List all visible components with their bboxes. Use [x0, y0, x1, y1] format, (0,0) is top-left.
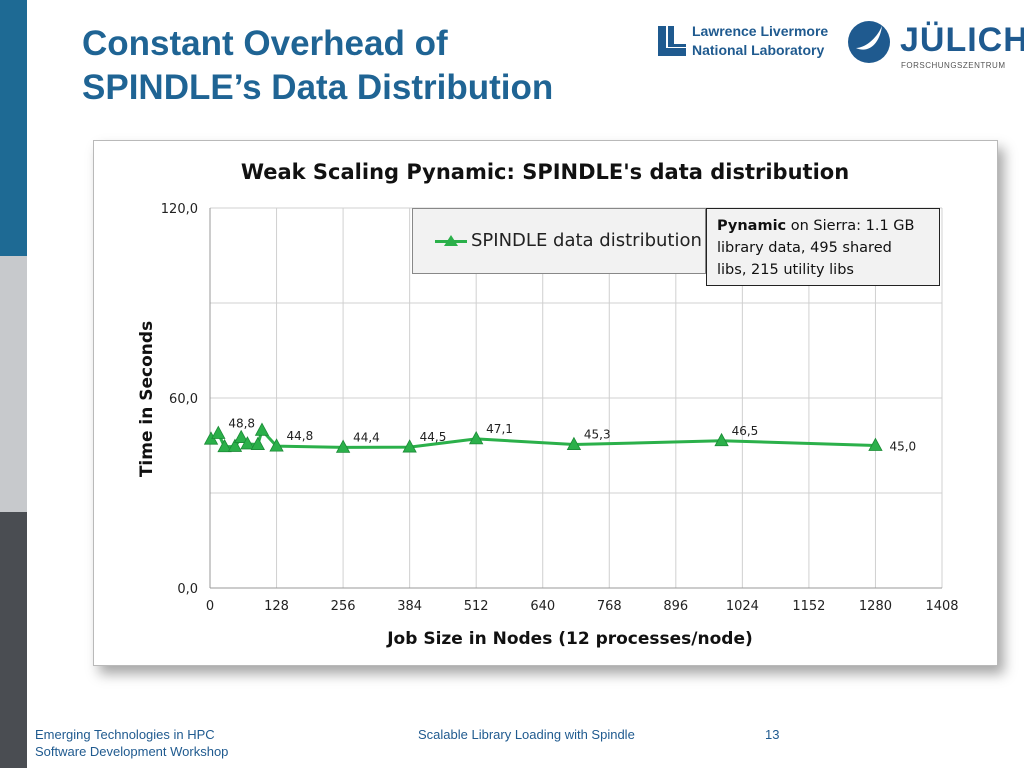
data-point-marker [402, 439, 417, 453]
data-label: 46,5 [732, 424, 759, 438]
x-tick-label: 128 [264, 599, 289, 614]
llnl-logo-icon [658, 26, 686, 56]
footer-left-line2: Software Development Workshop [35, 744, 229, 759]
llnl-logo: Lawrence Livermore National Laboratory [656, 22, 836, 62]
slide-title-line1: Constant Overhead of [82, 24, 448, 63]
chart-legend: SPINDLE data distribution [412, 208, 706, 274]
legend-series-label: SPINDLE data distribution [471, 230, 702, 251]
chart-title: Weak Scaling Pynamic: SPINDLE's data dis… [241, 160, 849, 184]
x-tick-label: 640 [530, 599, 555, 614]
data-point-marker [566, 436, 582, 450]
x-tick-label: 256 [331, 599, 356, 614]
footer-page-number: 13 [765, 727, 780, 742]
y-tick-label: 60,0 [169, 392, 198, 407]
data-point-marker [227, 438, 243, 452]
llnl-logo-line1: Lawrence Livermore [692, 23, 829, 39]
data-label: 45,3 [584, 428, 611, 442]
annotation-line1: on Sierra: 1.1 GB [786, 218, 915, 234]
x-tick-label: 1280 [859, 599, 892, 614]
x-tick-label: 1024 [726, 599, 759, 614]
data-point-marker [217, 438, 232, 453]
legend-triangle-icon [444, 235, 458, 246]
data-point-marker [868, 437, 883, 451]
slide-title-line2: SPINDLE’s Data Distribution [82, 68, 554, 107]
data-label: 44,4 [353, 430, 380, 444]
footer-talk-title: Scalable Library Loading with Spindle [418, 727, 635, 742]
data-label: 44,8 [287, 429, 314, 443]
data-point-marker [211, 425, 226, 439]
data-point-marker [335, 439, 351, 453]
data-point-marker [234, 429, 249, 443]
slide-title: Constant Overhead of SPINDLE’s Data Dist… [82, 22, 553, 110]
data-label: 44,5 [420, 430, 447, 444]
data-label: 47,1 [486, 422, 513, 436]
x-axis-label: Job Size in Nodes (12 processes/node) [386, 629, 753, 649]
data-point-marker [714, 432, 729, 447]
x-tick-label: 1408 [925, 599, 958, 614]
data-label: 45,0 [889, 440, 916, 454]
data-point-marker [469, 431, 484, 445]
x-tick-label: 0 [206, 599, 214, 614]
x-tick-label: 512 [464, 599, 489, 614]
chart-panel: Weak Scaling Pynamic: SPINDLE's data dis… [93, 140, 998, 666]
llnl-logo-line2: National Laboratory [692, 42, 825, 58]
left-accent-strip-bottom [0, 512, 27, 768]
left-accent-strip-middle [0, 256, 27, 512]
julich-logo-name: JÜLICH [900, 21, 1024, 59]
y-tick-label: 0,0 [177, 582, 198, 597]
x-tick-label: 1152 [792, 599, 825, 614]
annotation-line3: libs, 215 utility libs [717, 262, 854, 278]
data-label: 48,8 [228, 416, 255, 430]
y-axis-label: Time in Seconds [137, 321, 157, 477]
data-point-marker [254, 422, 270, 436]
data-point-marker [269, 438, 284, 452]
julich-emblem-icon [848, 21, 890, 63]
footer-workshop: Emerging Technologies in HPC Software De… [35, 726, 228, 760]
footer-left-line1: Emerging Technologies in HPC [35, 727, 215, 742]
data-point-marker [250, 436, 266, 450]
y-tick-label: 120,0 [161, 202, 198, 217]
data-point-marker [240, 436, 255, 450]
x-tick-label: 768 [597, 599, 622, 614]
annotation-line2: library data, 495 shared [717, 240, 892, 256]
annotation-box: Pynamic on Sierra: 1.1 GB library data, … [706, 208, 940, 286]
x-tick-label: 896 [663, 599, 688, 614]
julich-logo: JÜLICH FORSCHUNGSZENTRUM [846, 16, 1024, 76]
julich-logo-subtitle: FORSCHUNGSZENTRUM [901, 61, 1006, 70]
x-tick-label: 384 [397, 599, 422, 614]
left-accent-strip-top [0, 0, 27, 256]
annotation-bold: Pynamic [717, 218, 787, 234]
